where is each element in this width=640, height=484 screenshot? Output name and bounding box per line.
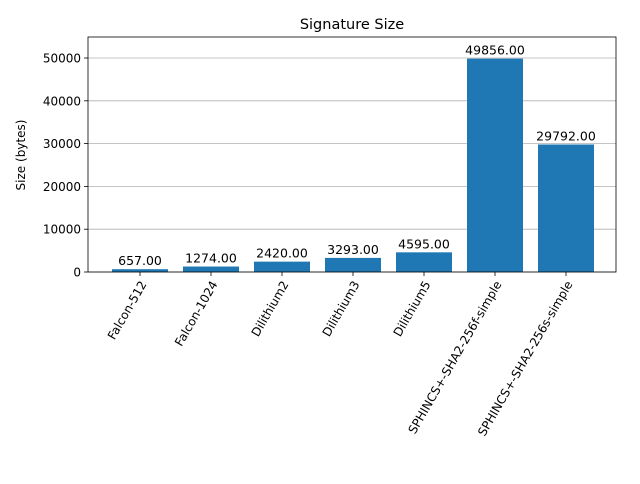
bar-value-label: 4595.00 [398, 236, 450, 251]
y-tick-label: 0 [73, 266, 81, 280]
x-tick-label: Dilithium5 [391, 279, 434, 340]
y-tick-label: 20000 [43, 180, 81, 194]
bar [538, 144, 594, 272]
bar-value-labels: 657.00 1274.00 2420.00 3293.00 4595.00 49856.… [118, 43, 596, 269]
grid-lines [88, 57, 616, 273]
bar-value-label: 3293.00 [327, 242, 379, 257]
x-tick-label: Dilithium2 [249, 279, 292, 340]
bar [396, 252, 452, 272]
bar [325, 257, 381, 272]
bar [467, 58, 523, 272]
y-axis-label: Size (bytes) [14, 120, 28, 191]
bar-value-label: 657.00 [118, 253, 162, 268]
bar-value-label: 2420.00 [256, 246, 308, 261]
bar-value-label: 1274.00 [185, 251, 237, 266]
bar [112, 269, 168, 272]
y-tick-label: 10000 [43, 223, 81, 237]
x-tick-label: Falcon-1024 [172, 279, 221, 349]
plot-frame [87, 36, 617, 273]
axes: 0 10000 20000 30000 40000 50000 Falcon-512 Falc… [43, 36, 617, 439]
bar [254, 261, 310, 272]
bar-value-label: 49856.00 [465, 43, 525, 58]
bars [112, 58, 594, 272]
y-tick-label: 50000 [43, 51, 81, 65]
y-tick-label: 30000 [43, 137, 81, 151]
x-tick-label: Dilithium3 [320, 279, 363, 340]
x-tick-label: Falcon-512 [105, 279, 150, 343]
y-tick-label: 40000 [43, 94, 81, 108]
chart-title: Signature Size [300, 17, 404, 33]
bar [183, 266, 239, 272]
bar-value-label: 29792.00 [536, 128, 596, 143]
